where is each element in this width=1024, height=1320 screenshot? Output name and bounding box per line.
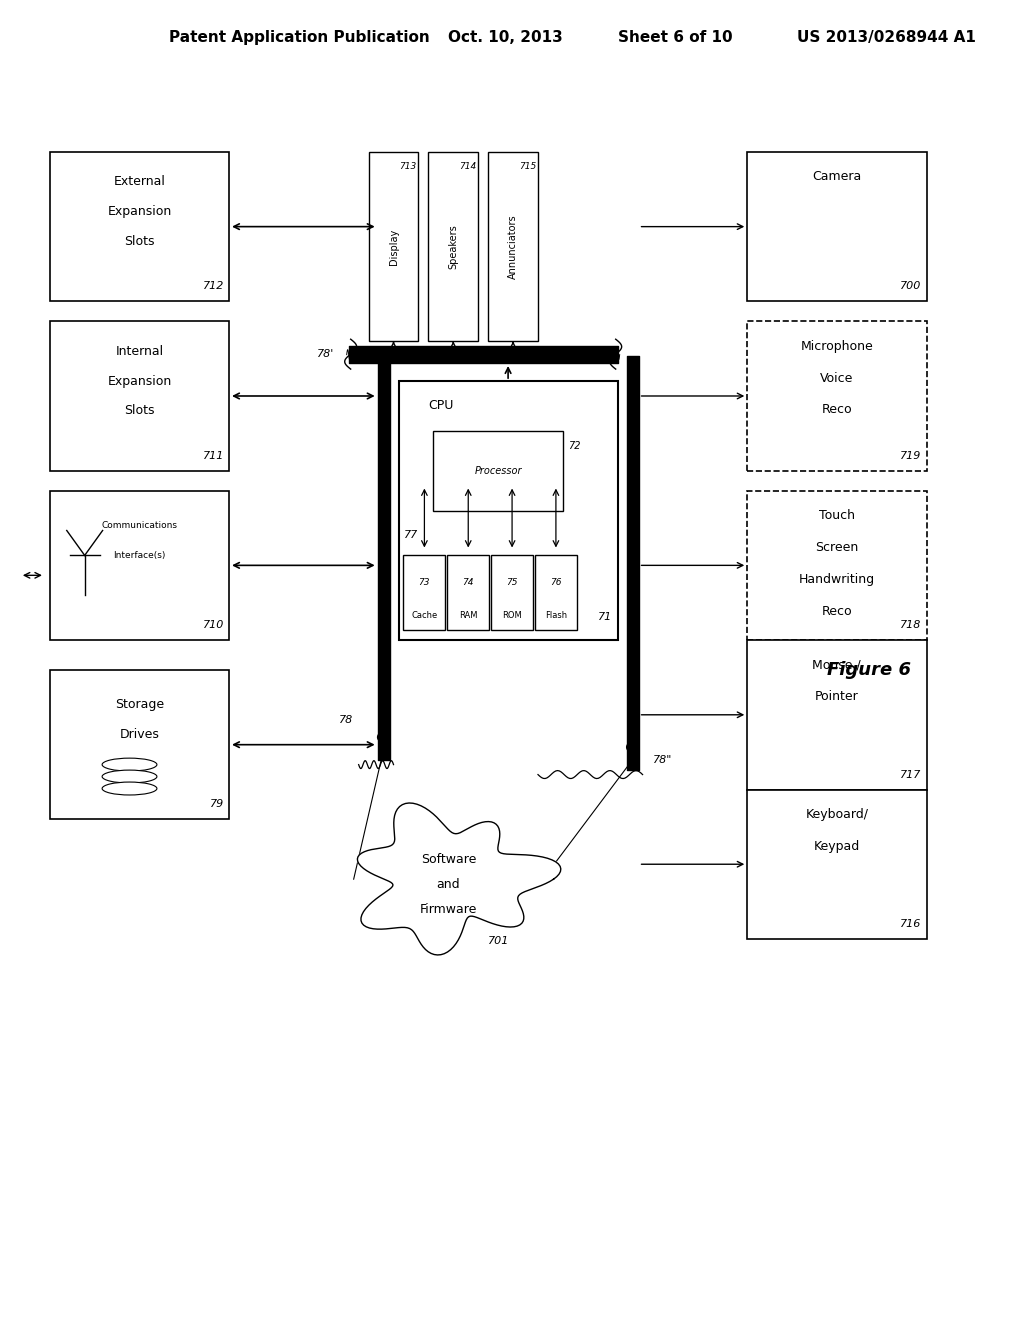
Text: 700: 700 <box>900 281 922 292</box>
FancyBboxPatch shape <box>398 381 617 640</box>
Text: Screen: Screen <box>815 541 858 554</box>
Text: Touch: Touch <box>819 510 855 521</box>
FancyBboxPatch shape <box>428 152 478 341</box>
FancyBboxPatch shape <box>748 321 927 471</box>
Text: 78": 78" <box>652 755 672 764</box>
Text: Camera: Camera <box>812 170 861 183</box>
Text: 701: 701 <box>488 936 510 946</box>
Text: 78: 78 <box>339 714 353 725</box>
Text: Oct. 10, 2013: Oct. 10, 2013 <box>449 30 563 45</box>
Ellipse shape <box>102 770 157 783</box>
Text: Storage: Storage <box>115 698 164 711</box>
Text: Figure 6: Figure 6 <box>827 661 911 678</box>
Text: External: External <box>114 176 166 189</box>
FancyBboxPatch shape <box>50 152 229 301</box>
Text: Software: Software <box>421 853 476 866</box>
Text: 719: 719 <box>900 450 922 461</box>
Text: 710: 710 <box>203 620 224 630</box>
Text: Firmware: Firmware <box>420 903 477 916</box>
Text: Expansion: Expansion <box>108 375 172 388</box>
Text: 75: 75 <box>506 578 518 587</box>
FancyBboxPatch shape <box>369 152 419 341</box>
Text: 77: 77 <box>403 531 418 540</box>
Text: 715: 715 <box>519 162 536 170</box>
Text: CPU: CPU <box>428 399 454 412</box>
Text: 79: 79 <box>210 800 224 809</box>
Text: Annunciators: Annunciators <box>508 214 518 279</box>
Text: Cache: Cache <box>412 611 437 619</box>
Text: and: and <box>436 878 460 891</box>
Text: Reco: Reco <box>821 404 852 416</box>
Text: 718: 718 <box>900 620 922 630</box>
FancyBboxPatch shape <box>447 556 489 630</box>
Text: Internal: Internal <box>116 345 164 358</box>
Text: Patent Application Publication: Patent Application Publication <box>169 30 430 45</box>
Text: 714: 714 <box>459 162 476 170</box>
Text: Sheet 6 of 10: Sheet 6 of 10 <box>617 30 732 45</box>
Text: Drives: Drives <box>120 729 160 742</box>
Text: US 2013/0268944 A1: US 2013/0268944 A1 <box>797 30 976 45</box>
Text: 713: 713 <box>399 162 417 170</box>
FancyBboxPatch shape <box>50 671 229 820</box>
FancyBboxPatch shape <box>492 556 534 630</box>
Text: ROM: ROM <box>502 611 522 619</box>
Text: 74: 74 <box>463 578 474 587</box>
FancyBboxPatch shape <box>748 491 927 640</box>
FancyBboxPatch shape <box>50 321 229 471</box>
Text: Handwriting: Handwriting <box>799 573 874 586</box>
Text: RAM: RAM <box>459 611 477 619</box>
FancyBboxPatch shape <box>535 556 577 630</box>
FancyBboxPatch shape <box>433 430 563 511</box>
FancyBboxPatch shape <box>403 556 445 630</box>
Text: Keypad: Keypad <box>814 840 860 853</box>
Text: 72: 72 <box>568 441 581 451</box>
Text: 71: 71 <box>598 612 612 622</box>
Text: 78': 78' <box>316 350 334 359</box>
Text: Voice: Voice <box>820 371 854 384</box>
Text: Microphone: Microphone <box>801 339 873 352</box>
Text: Speakers: Speakers <box>449 224 459 269</box>
Text: 716: 716 <box>900 919 922 929</box>
Ellipse shape <box>102 781 157 795</box>
FancyBboxPatch shape <box>748 152 927 301</box>
Text: Reco: Reco <box>821 605 852 618</box>
Text: Mouse /: Mouse / <box>812 659 861 672</box>
FancyBboxPatch shape <box>748 789 927 939</box>
Text: 76: 76 <box>550 578 561 587</box>
Text: Pointer: Pointer <box>815 690 859 704</box>
Ellipse shape <box>102 758 157 771</box>
Text: Processor: Processor <box>474 466 522 475</box>
Text: Slots: Slots <box>124 404 155 417</box>
Text: 73: 73 <box>419 578 430 587</box>
FancyBboxPatch shape <box>748 640 927 789</box>
Text: 711: 711 <box>203 450 224 461</box>
Text: Slots: Slots <box>124 235 155 248</box>
Polygon shape <box>357 803 561 954</box>
FancyBboxPatch shape <box>50 491 229 640</box>
Text: Communications: Communications <box>101 521 177 531</box>
Text: 717: 717 <box>900 770 922 780</box>
Text: Interface(s): Interface(s) <box>114 550 166 560</box>
Text: 712: 712 <box>203 281 224 292</box>
Text: Expansion: Expansion <box>108 205 172 218</box>
Text: Keyboard/: Keyboard/ <box>805 808 868 821</box>
Text: Flash: Flash <box>545 611 567 619</box>
FancyBboxPatch shape <box>488 152 538 341</box>
Text: Display: Display <box>388 228 398 265</box>
